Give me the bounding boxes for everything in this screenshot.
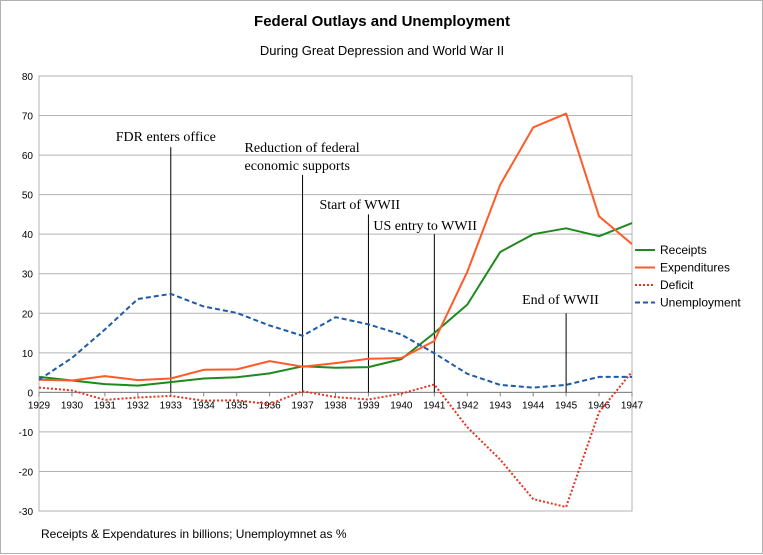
annotation-label: End of WWII — [522, 293, 599, 308]
x-tick-label: 1929 — [28, 400, 51, 411]
legend-label-expenditures: Expenditures — [660, 261, 730, 275]
x-tick-label: 1947 — [621, 400, 644, 411]
series-line-expenditures — [38, 112, 633, 382]
x-tick-label: 1937 — [291, 400, 314, 411]
x-tick-label: 1930 — [61, 400, 84, 411]
chart-title: Federal Outlays and Unemployment — [254, 13, 510, 30]
plot-area: -30 -20 -10 0 10 20 30 40 50 60 70 80 1929 1930 1931 19… — [19, 72, 644, 518]
x-tick-label: 1944 — [522, 400, 545, 411]
x-tick-label: 1932 — [127, 400, 150, 411]
y-tick-label: 30 — [22, 270, 34, 281]
y-tick-label: -20 — [19, 467, 34, 478]
y-tick-label: 10 — [22, 349, 34, 360]
x-tick-label: 1942 — [456, 400, 479, 411]
series-line-deficit — [38, 371, 633, 508]
annotation-label: US entry to WWII — [373, 219, 477, 234]
legend: Receipts Expenditures Deficit Unemployment — [635, 243, 741, 310]
y-tick-label: -30 — [19, 507, 34, 518]
x-tick-label: 1933 — [160, 400, 183, 411]
x-tick-label: 1945 — [555, 400, 578, 411]
legend-label-receipts: Receipts — [660, 243, 707, 257]
y-tick-label: 80 — [22, 72, 34, 83]
x-tick-label: 1935 — [226, 400, 249, 411]
annotation-label: Reduction of federal — [245, 141, 360, 156]
y-tick-label: 0 — [27, 388, 33, 399]
x-tick-label: 1946 — [588, 400, 611, 411]
series-line-receipts — [38, 222, 633, 387]
x-tick-label: 1941 — [423, 400, 446, 411]
y-tick-label: 40 — [22, 230, 34, 241]
annotation-label: Start of WWII — [319, 198, 400, 213]
y-tick-label: 60 — [22, 151, 34, 162]
y-tick-label: -10 — [19, 428, 34, 439]
y-tick-label: 50 — [22, 191, 34, 202]
annotation-label: FDR enters office — [116, 130, 216, 145]
y-tick-label: 70 — [22, 112, 34, 123]
x-tick-label: 1938 — [324, 400, 347, 411]
plot-border — [38, 75, 633, 512]
x-tick-label: 1939 — [357, 400, 380, 411]
chart-footnote: Receipts & Expendatures in billions; Une… — [41, 527, 347, 541]
x-tick-label: 1931 — [94, 400, 117, 411]
x-tick-label: 1936 — [258, 400, 281, 411]
x-tick-label: 1943 — [489, 400, 512, 411]
x-tick-label: 1940 — [390, 400, 413, 411]
chart-subtitle: During Great Depression and World War II — [260, 43, 504, 58]
legend-label-unemployment: Unemployment — [660, 296, 741, 310]
y-tick-label: 20 — [22, 309, 34, 320]
x-tick-label: 1934 — [193, 400, 216, 411]
annotation-label: economic supports — [245, 159, 350, 174]
series-line-unemployment — [38, 292, 632, 389]
legend-label-deficit: Deficit — [660, 278, 694, 292]
